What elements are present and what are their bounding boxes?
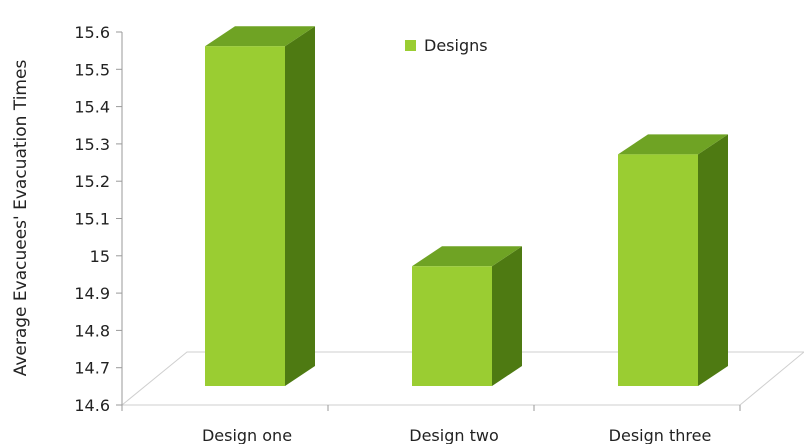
bar-front [205,46,285,386]
bar-top [618,134,728,155]
bar-2 [412,246,522,386]
y-ticks: 14.6 14.7 14.8 14.9 15 15.1 15.2 15.3 15.4 15.5 15… [74,23,122,415]
bar-1 [205,26,315,386]
bar-side [698,134,728,386]
y-axis-title: Average Evacuees' Evacuation Times [11,60,31,377]
legend: Designs [405,36,488,55]
x-tick-labels: Design one Design two Design three [121,405,741,444]
y-tick-label: 15.5 [74,60,110,79]
y-tick-label: 14.7 [74,359,110,378]
y-tick-label: 14.6 [74,396,110,415]
y-tick-label: 15.6 [74,23,110,42]
x-tick-label: Design three [609,426,712,444]
bar-top [205,26,315,47]
y-tick-label: 14.9 [74,284,110,303]
y-tick-label: 15.4 [74,98,110,117]
x-tick-label: Design one [202,426,292,444]
bar-top [412,246,522,267]
bars [205,26,728,386]
y-tick-label: 15.2 [74,172,110,191]
bar-front [412,266,492,386]
y-tick-label: 15 [90,247,110,266]
y-tick-label: 15.3 [74,135,110,154]
bar-3 [618,134,728,386]
bar-side [492,246,522,386]
legend-label: Designs [424,36,488,55]
legend-swatch [405,40,416,51]
y-axis: 14.6 14.7 14.8 14.9 15 15.1 15.2 15.3 15.4 15.5 15… [74,23,123,415]
bar-side [285,26,315,386]
y-tick-label: 15.1 [74,210,110,229]
bar-front [618,154,698,386]
y-tick-label: 14.8 [74,321,110,340]
x-tick-label: Design two [409,426,498,444]
